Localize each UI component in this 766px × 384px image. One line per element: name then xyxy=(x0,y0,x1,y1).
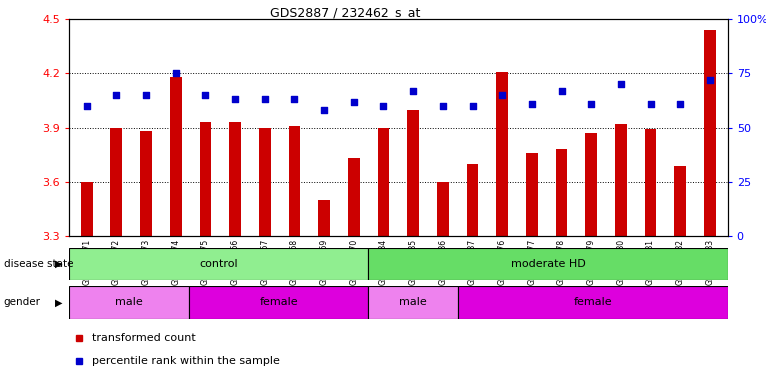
Bar xyxy=(378,127,389,236)
Point xyxy=(140,92,152,98)
Point xyxy=(555,88,568,94)
Point xyxy=(348,99,360,105)
Point xyxy=(169,70,182,76)
Bar xyxy=(466,164,479,236)
Bar xyxy=(229,122,241,236)
Point xyxy=(437,103,449,109)
Bar xyxy=(110,127,123,236)
Point xyxy=(704,77,716,83)
Bar xyxy=(259,127,270,236)
Text: ▶: ▶ xyxy=(55,297,63,308)
Bar xyxy=(69,248,368,280)
Point xyxy=(496,92,509,98)
Bar xyxy=(199,122,211,236)
Text: GDS2887 / 232462_s_at: GDS2887 / 232462_s_at xyxy=(270,6,420,19)
Bar xyxy=(188,286,368,319)
Bar xyxy=(585,133,597,236)
Point xyxy=(378,103,390,109)
Text: transformed count: transformed count xyxy=(92,333,196,343)
Point xyxy=(644,101,656,107)
Bar xyxy=(80,182,93,236)
Bar xyxy=(555,149,568,236)
Bar xyxy=(674,166,686,236)
Point xyxy=(229,96,241,103)
Text: female: female xyxy=(259,297,298,308)
Bar xyxy=(458,286,728,319)
Point xyxy=(466,103,479,109)
Point xyxy=(407,88,419,94)
Point xyxy=(674,101,686,107)
Bar xyxy=(496,72,508,236)
Bar xyxy=(170,77,182,236)
Text: disease state: disease state xyxy=(4,259,74,269)
Bar xyxy=(368,248,728,280)
Bar xyxy=(289,126,300,236)
Bar xyxy=(69,286,188,319)
Bar xyxy=(645,129,656,236)
Text: control: control xyxy=(199,259,238,269)
Bar xyxy=(437,182,449,236)
Bar xyxy=(408,109,419,236)
Point xyxy=(288,96,300,103)
Text: moderate HD: moderate HD xyxy=(511,259,585,269)
Bar xyxy=(318,200,330,236)
Point xyxy=(199,92,211,98)
Bar xyxy=(348,159,360,236)
Bar xyxy=(368,286,458,319)
Text: male: male xyxy=(115,297,142,308)
Bar xyxy=(704,30,716,236)
Text: female: female xyxy=(574,297,612,308)
Point xyxy=(525,101,538,107)
Text: ▶: ▶ xyxy=(55,259,63,269)
Point xyxy=(259,96,271,103)
Point xyxy=(585,101,597,107)
Text: male: male xyxy=(399,297,427,308)
Text: percentile rank within the sample: percentile rank within the sample xyxy=(92,356,280,366)
Point xyxy=(80,103,93,109)
Point xyxy=(318,107,330,113)
Bar xyxy=(140,131,152,236)
Point xyxy=(110,92,123,98)
Text: gender: gender xyxy=(4,297,41,308)
Bar xyxy=(615,124,627,236)
Point xyxy=(615,81,627,88)
Bar xyxy=(526,153,538,236)
